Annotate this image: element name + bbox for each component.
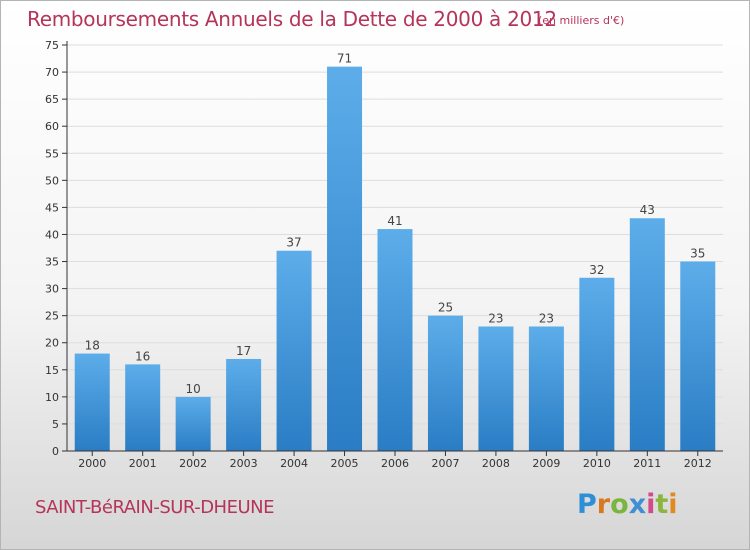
data-label: 37 (286, 236, 301, 250)
y-tick-label: 65 (45, 93, 59, 106)
chart-subtitle: (en milliers d'€) (538, 14, 625, 27)
y-tick-label: 0 (52, 445, 59, 458)
x-tick-label: 2009 (532, 457, 560, 470)
bar (528, 326, 564, 451)
y-tick-label: 45 (45, 201, 59, 214)
x-tick-label: 2002 (179, 457, 207, 470)
data-label: 18 (85, 339, 100, 353)
data-label: 17 (236, 344, 251, 358)
data-label: 23 (539, 311, 554, 325)
chart-title: Remboursements Annuels de la Dette de 20… (27, 7, 557, 31)
y-tick-label: 50 (45, 174, 59, 187)
x-tick-label: 2011 (633, 457, 661, 470)
x-tick-label: 2004 (280, 457, 308, 470)
bar (125, 364, 161, 451)
data-label: 16 (135, 349, 150, 363)
bar (175, 396, 211, 451)
data-label: 43 (640, 203, 655, 217)
logo-letter: r (596, 489, 611, 520)
axes: 0 5 10 15 20 25 30 35 40 45 50 55 60 65 70 75 2000 2001 20… (45, 39, 723, 470)
logo-letter: i (668, 489, 678, 520)
logo-letter: i (646, 489, 656, 520)
town-name: SAINT-BéRAIN-SUR-DHEUNE (35, 497, 274, 518)
y-tick-label: 35 (45, 256, 59, 269)
y-tick-label: 30 (45, 283, 59, 296)
bar-series (74, 66, 716, 452)
y-tick-label: 55 (45, 147, 59, 160)
bar (276, 250, 312, 451)
y-tick-label: 60 (45, 120, 59, 133)
y-tick-label: 10 (45, 391, 59, 404)
y-tick-label: 40 (45, 228, 59, 241)
data-label: 23 (488, 311, 503, 325)
data-label: 35 (690, 247, 705, 261)
logo-letter: o (610, 489, 629, 520)
bar (680, 261, 716, 451)
bar (74, 353, 110, 451)
y-tick-label: 15 (45, 364, 59, 377)
logo-letter: t (655, 489, 669, 520)
bar (629, 218, 665, 451)
x-tick-label: 2008 (482, 457, 510, 470)
y-tick-label: 25 (45, 310, 59, 323)
x-tick-label: 2005 (331, 457, 359, 470)
proxiti-logo: Proxiti (577, 489, 678, 520)
bar (226, 358, 262, 451)
data-label: 32 (589, 263, 604, 277)
x-tick-label: 2003 (230, 457, 258, 470)
data-label: 71 (337, 52, 352, 66)
y-tick-label: 70 (45, 66, 59, 79)
bar (478, 326, 514, 451)
x-tick-label: 2006 (381, 457, 409, 470)
data-labels: 18 16 10 17 37 71 41 25 23 23 32 43 35 (85, 52, 706, 396)
y-tick-label: 5 (52, 418, 59, 431)
logo-letter: P (577, 489, 597, 520)
data-label: 41 (387, 214, 402, 228)
bar (377, 229, 413, 451)
x-tick-label: 2007 (431, 457, 459, 470)
x-tick-label: 2001 (129, 457, 157, 470)
x-tick-label: 2012 (684, 457, 712, 470)
bar (327, 66, 363, 452)
bar (579, 277, 615, 451)
data-label: 10 (186, 382, 201, 396)
bar (427, 315, 463, 451)
x-tick-label: 2010 (583, 457, 611, 470)
x-tick-label: 2000 (78, 457, 106, 470)
y-tick-label: 20 (45, 337, 59, 350)
data-label: 25 (438, 301, 453, 315)
y-tick-label: 75 (45, 39, 59, 52)
logo-letter: x (628, 489, 647, 520)
